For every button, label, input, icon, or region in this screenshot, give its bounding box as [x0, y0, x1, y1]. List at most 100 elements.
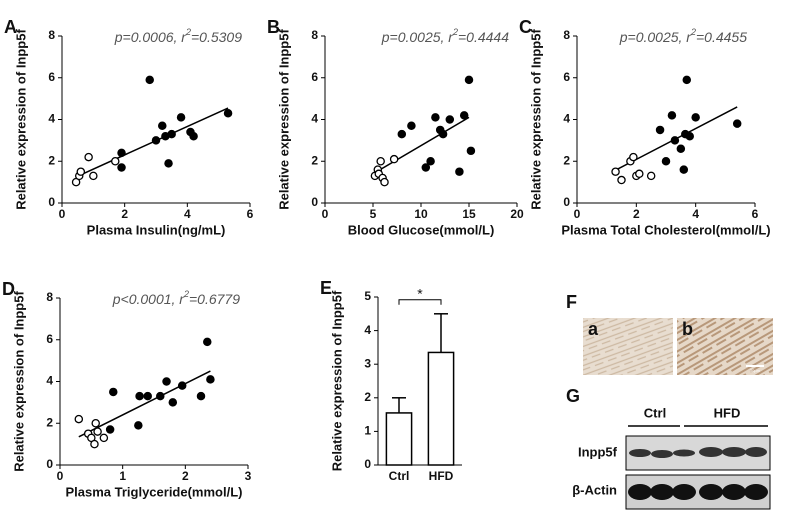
annotation-part: 2: [185, 27, 191, 37]
point: [90, 439, 99, 449]
point: [76, 167, 86, 176]
point: [105, 425, 115, 434]
point: [438, 129, 448, 139]
point: [164, 159, 173, 168]
point: [380, 177, 389, 187]
point: [196, 391, 206, 401]
x-axis-label: Blood Glucose(mmol/L): [348, 222, 495, 237]
point: [679, 165, 689, 174]
image-label: b: [682, 319, 693, 339]
significance-bracket: [398, 299, 442, 305]
point: [407, 121, 416, 131]
point: [685, 131, 694, 141]
point: [117, 148, 126, 158]
point: [617, 175, 626, 185]
point: [135, 391, 144, 401]
y-axis-label: Relative expression of Inpp5f: [276, 29, 291, 210]
point: [655, 125, 665, 135]
x-tick-label: 1: [119, 469, 126, 483]
point: [431, 113, 440, 122]
x-tick-label: 4: [692, 207, 699, 221]
y-tick-label: 1: [364, 424, 371, 438]
point: [635, 169, 644, 179]
row-label: Inpp5f: [578, 444, 618, 459]
annotation-part: 2: [183, 289, 189, 299]
point: [732, 119, 742, 128]
annotation-part: 2: [452, 27, 458, 37]
point: [99, 433, 109, 443]
point: [629, 152, 638, 162]
point: [162, 377, 171, 386]
panel-label: D: [2, 279, 15, 299]
point: [167, 129, 176, 139]
annotation: p=0.0006, r2=0.5309: [114, 27, 242, 44]
annotation-part: 2: [690, 27, 696, 37]
y-axis-label: Relative expression of Inpp5f: [11, 291, 26, 472]
point: [455, 167, 464, 176]
y-axis-label: Relative expression of Inpp5f: [528, 29, 543, 210]
point: [376, 156, 385, 166]
y-tick-label: 0: [563, 195, 570, 209]
panel-label: F: [566, 292, 577, 312]
y-tick-label: 6: [311, 70, 318, 84]
x-tick-label: 20: [510, 207, 524, 221]
x-axis-label: Plasma Total Cholesterol(mmol/L): [561, 222, 770, 237]
point: [421, 163, 431, 172]
point: [151, 136, 161, 145]
x-tick-label: 6: [247, 207, 254, 221]
point: [111, 156, 120, 166]
x-tick-label: 0: [322, 207, 329, 221]
y-tick-label: 6: [563, 70, 570, 84]
y-tick-label: 5: [364, 289, 371, 303]
y-tick-label: 8: [48, 28, 55, 42]
y-tick-label: 6: [48, 70, 55, 84]
point: [397, 129, 407, 139]
point: [466, 146, 476, 156]
x-tick-label: 0: [574, 207, 581, 221]
annotation-part: =0.4455: [696, 29, 747, 45]
trendline: [75, 107, 229, 178]
x-tick-label: 6: [752, 207, 759, 221]
x-tick-label: 2: [121, 207, 128, 221]
y-tick-label: 6: [46, 332, 53, 346]
panel-label: C: [519, 17, 532, 37]
point: [177, 381, 187, 390]
point: [189, 131, 198, 141]
group-label: Ctrl: [644, 405, 666, 420]
bar: [385, 412, 413, 466]
y-tick-label: 0: [46, 457, 53, 471]
y-tick-label: 4: [311, 112, 318, 126]
point: [206, 375, 215, 384]
point: [223, 108, 233, 118]
point: [389, 154, 399, 164]
y-tick-label: 2: [311, 153, 318, 167]
point: [176, 113, 186, 122]
point: [203, 337, 212, 347]
annotation: p=0.0025, r2=0.4444: [381, 27, 509, 44]
y-tick-label: 8: [311, 28, 318, 42]
point: [676, 144, 686, 153]
point: [611, 167, 620, 176]
x-tick-label: 0: [57, 469, 64, 483]
point: [426, 156, 435, 166]
point: [91, 418, 100, 428]
point: [661, 156, 671, 166]
scale-label: 50μm: [750, 368, 761, 373]
y-tick-label: 4: [48, 112, 55, 126]
x-tick-label: 10: [414, 207, 428, 221]
x-tick-label: 15: [462, 207, 476, 221]
bands: [628, 447, 768, 500]
point: [667, 111, 677, 120]
point: [89, 171, 98, 181]
annotation-part: p=0.0006, r: [114, 29, 188, 45]
y-tick-label: 3: [364, 356, 371, 370]
y-tick-label: 0: [48, 195, 55, 209]
tissue-image: [583, 318, 673, 375]
point: [93, 427, 102, 436]
point: [168, 398, 178, 407]
bar: [427, 351, 455, 466]
x-tick-label: Ctrl: [389, 469, 410, 483]
point: [156, 391, 165, 401]
y-tick-label: 8: [46, 290, 53, 304]
